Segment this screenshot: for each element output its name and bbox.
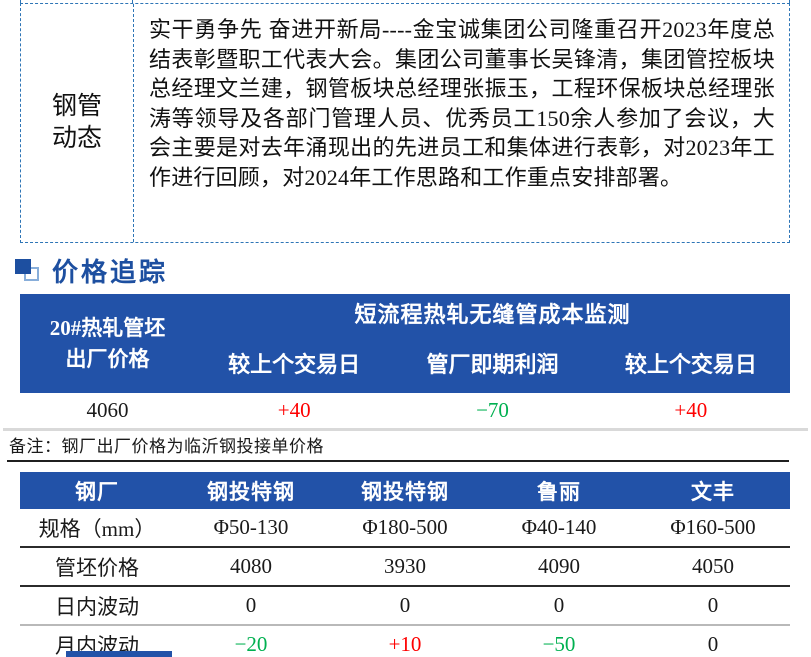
table-row: 管坯价格 4080 3930 4090 4050 [20,548,790,587]
price-value: 4090 [538,554,580,578]
section-title: 价格追踪 [52,258,169,287]
fluctuation-value: −20 [234,632,268,656]
fluctuation-value: 0 [399,593,411,617]
cost-span-header: 短流程热轧无缝管成本监测 [354,302,631,327]
next-table-header-stub [66,651,172,657]
price-value: 4080 [230,554,272,578]
cost-table-header: 20#热轧管坯出厂价格 短流程热轧无缝管成本监测 较上个交易日 管厂即期利润 较… [20,294,790,393]
spec-value: Φ40-140 [521,515,597,539]
mill-price-table: 钢厂 钢投特钢 钢投特钢 鲁丽 文丰 规格（mm） Φ50-130 Φ180-5… [20,472,790,657]
table-row: 规格（mm） Φ50-130 Φ180-500 Φ40-140 Φ160-500 [20,509,790,548]
fluctuation-value: +10 [388,632,422,656]
mill-col-header: 钢厂 [75,479,119,504]
row-label: 规格（mm） [38,516,156,541]
table-row: 日内波动 0 0 0 0 [20,587,790,626]
mill-col-header: 文丰 [691,479,735,504]
mill-table-header: 钢厂 钢投特钢 钢投特钢 鲁丽 文丰 [20,472,790,509]
cost-col-header: 较上个交易日 [228,351,361,377]
news-category-cell: 钢管动态 [21,4,134,242]
cost-monitoring-table: 20#热轧管坯出厂价格 短流程热轧无缝管成本监测 较上个交易日 管厂即期利润 较… [20,294,790,428]
price-value: 4050 [692,554,734,578]
cost-col-header: 较上个交易日 [624,351,757,377]
change-value: +40 [277,398,311,422]
fluctuation-value: 0 [553,593,565,617]
news-content-cell: 实干勇争先 奋进开新局----金宝诚集团公司隆重召开2023年度总结表彰暨职工代… [134,4,789,242]
row-label: 管坯价格 [55,555,139,580]
fluctuation-value: 0 [707,632,719,656]
mill-col-header: 钢投特钢 [207,479,295,504]
fluctuation-value: −50 [542,632,576,656]
overlapping-squares-icon [14,258,40,283]
news-content-text: 实干勇争先 奋进开新局----金宝诚集团公司隆重召开2023年度总结表彰暨职工代… [149,17,775,190]
profit-value: −70 [476,398,509,422]
footnote: 备注：钢厂出厂价格为临沂钢投接单价格 [7,431,789,462]
news-category-label: 钢管动态 [52,92,103,153]
cost-row-header: 20#热轧管坯出厂价格 [49,316,166,371]
section-header: 价格追踪 [14,252,168,289]
price-value: 3930 [384,554,426,578]
fluctuation-value: 0 [707,593,719,617]
row-label: 日内波动 [55,594,139,619]
border-stub [789,0,790,3]
change-value: +40 [674,398,708,422]
mill-col-header: 鲁丽 [537,479,581,504]
cost-values-row: 4060 +40 −70 +40 [20,393,790,428]
fluctuation-value: 0 [245,593,257,617]
mill-col-header: 钢投特钢 [361,479,449,504]
border-stub [132,0,133,3]
divider [3,428,808,431]
spec-value: Φ50-130 [213,515,289,539]
cost-col-header: 管厂即期利润 [426,351,559,377]
spec-value: Φ160-500 [670,515,756,539]
spec-value: Φ180-500 [362,515,448,539]
price-value: 4060 [86,398,129,422]
news-table: 钢管动态 实干勇争先 奋进开新局----金宝诚集团公司隆重召开2023年度总结表… [20,3,790,243]
border-stub [20,0,21,3]
square-fill [15,259,31,274]
